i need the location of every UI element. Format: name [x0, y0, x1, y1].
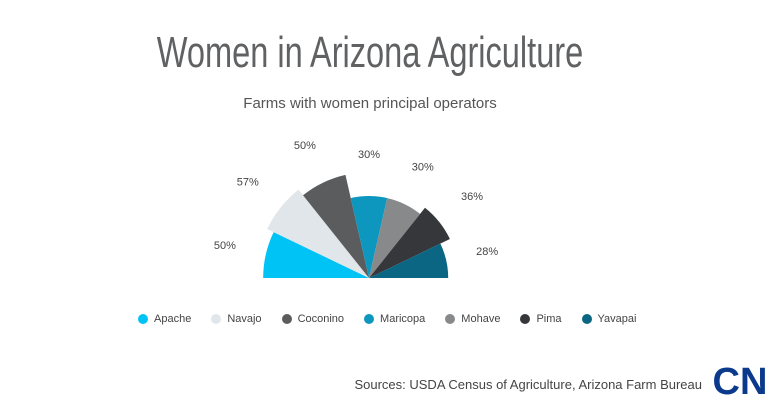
data-label-yavapai: 28% — [476, 246, 498, 258]
cn-logo-icon: CN — [713, 361, 768, 400]
data-label-apache: 50% — [214, 240, 236, 252]
legend-swatch — [364, 314, 375, 324]
legend-label: Yavapai — [597, 313, 637, 325]
slice-navajo — [267, 189, 369, 278]
legend-label: Apache — [154, 313, 192, 325]
slice-pima — [369, 207, 450, 278]
slice-mohave — [369, 198, 421, 278]
legend-swatch — [211, 314, 222, 324]
legend-label: Maricopa — [380, 313, 426, 325]
data-label-coconino: 50% — [294, 140, 316, 152]
legend-swatch — [445, 314, 456, 324]
data-label-pima: 36% — [461, 191, 483, 203]
slice-coconino — [303, 174, 369, 278]
legend-item-mohave: Mohave — [445, 313, 500, 325]
slice-maricopa — [350, 196, 388, 278]
chart-title: Women in Arizona Agriculture — [156, 28, 584, 77]
legend-item-pima: Pima — [520, 313, 562, 325]
legend-item-navajo: Navajo — [211, 313, 262, 325]
data-label-maricopa: 30% — [358, 149, 380, 161]
legend-label: Navajo — [227, 313, 262, 325]
legend-label: Coconino — [297, 313, 345, 325]
legend-item-maricopa: Maricopa — [364, 313, 425, 325]
legend-item-yavapai: Yavapai — [581, 313, 637, 325]
legend-swatch — [138, 314, 148, 324]
svg-text:CN: CN — [713, 361, 768, 400]
source-note: Sources: USDA Census of Agriculture, Ari… — [354, 377, 702, 392]
legend-item-apache: Apache — [138, 313, 191, 325]
legend-swatch — [281, 314, 292, 324]
chart-subtitle: Farms with women principal operators — [243, 95, 497, 112]
data-label-mohave: 30% — [412, 161, 434, 173]
chart-legend: Apache Navajo Coconino Maricopa Mohave Pima Ya… — [138, 313, 636, 325]
legend-label: Pima — [536, 313, 562, 325]
slice-apache — [263, 232, 369, 278]
legend-label: Mohave — [461, 313, 501, 325]
legend-swatch — [581, 314, 592, 324]
legend-swatch — [520, 314, 531, 324]
legend-item-coconino: Coconino — [281, 313, 345, 325]
data-label-navajo: 57% — [237, 176, 259, 188]
slice-yavapai — [369, 243, 449, 278]
